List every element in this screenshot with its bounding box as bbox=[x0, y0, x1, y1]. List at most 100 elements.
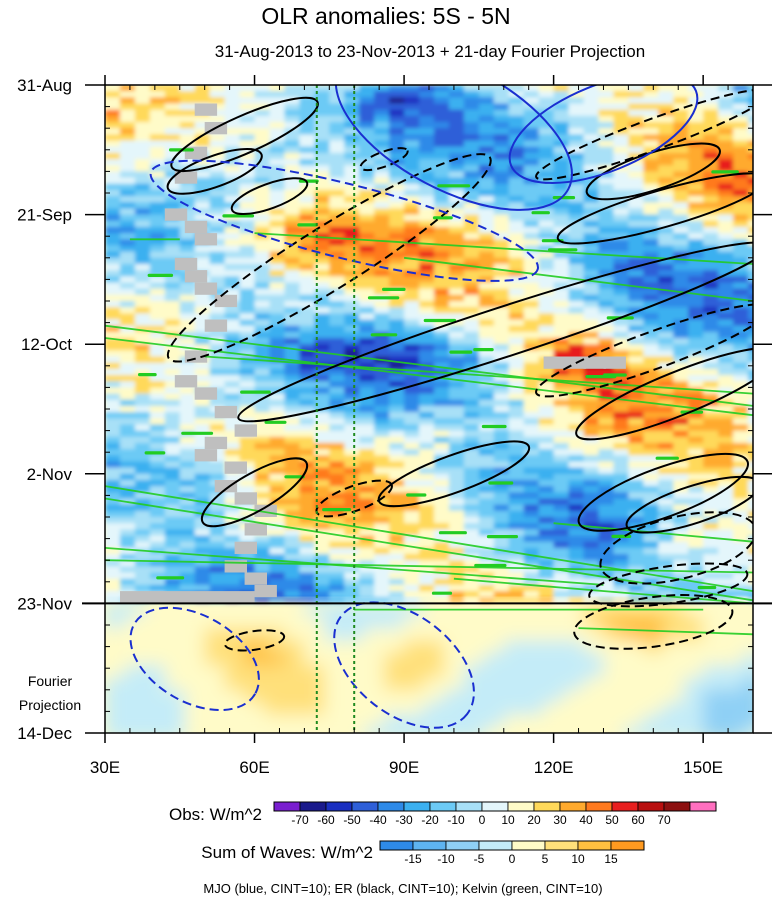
obs-cell bbox=[404, 418, 420, 426]
obs-cell bbox=[134, 288, 151, 296]
obs-cell bbox=[389, 122, 405, 129]
proj-cell bbox=[503, 628, 525, 642]
obs-cell bbox=[209, 189, 226, 197]
proj-cell bbox=[424, 714, 445, 728]
obs-cell bbox=[105, 165, 121, 172]
obs-cell bbox=[329, 103, 345, 111]
obs-cell bbox=[179, 313, 196, 321]
obs-cell bbox=[209, 257, 226, 265]
obs-cell bbox=[105, 313, 121, 321]
obs-cell bbox=[374, 276, 390, 284]
obs-cell bbox=[718, 233, 734, 240]
obs-cell bbox=[703, 276, 719, 284]
obs-cell bbox=[568, 165, 585, 172]
obs-cell bbox=[478, 479, 495, 487]
obs-cell bbox=[299, 140, 315, 148]
missing-box bbox=[184, 220, 208, 234]
obs-cell bbox=[748, 91, 753, 98]
obs-cell bbox=[748, 455, 753, 463]
obs-cell bbox=[359, 381, 375, 388]
obs-cell bbox=[374, 461, 390, 469]
obs-cell bbox=[463, 152, 480, 160]
obs-cell bbox=[389, 356, 405, 364]
obs-cell bbox=[149, 541, 166, 549]
obs-cell bbox=[329, 152, 345, 160]
obs-cell bbox=[105, 381, 121, 388]
obs-cell bbox=[119, 165, 136, 172]
obs-cell bbox=[404, 584, 420, 592]
obs-cell bbox=[583, 226, 600, 234]
obs-cell bbox=[613, 226, 629, 234]
obs-cell bbox=[119, 202, 136, 210]
obs-cell bbox=[493, 208, 510, 216]
obs-cell bbox=[164, 239, 181, 247]
obs-cell bbox=[164, 282, 181, 290]
obs-cell bbox=[299, 313, 315, 321]
obs-cell bbox=[478, 159, 495, 166]
obs-cell bbox=[493, 572, 510, 580]
proj-cell bbox=[703, 677, 724, 691]
obs-cell bbox=[703, 85, 719, 92]
obs-cell bbox=[105, 134, 121, 142]
obs-cell bbox=[254, 405, 271, 413]
obs-cell bbox=[748, 566, 753, 574]
observed-olr-field bbox=[105, 85, 753, 604]
obs-cell bbox=[359, 183, 375, 191]
obs-cell bbox=[179, 578, 196, 586]
obs-cell bbox=[643, 449, 659, 456]
y-tick-label: 14-Dec bbox=[17, 724, 72, 743]
obs-cell bbox=[329, 572, 345, 580]
obs-cell bbox=[389, 183, 405, 191]
obs-cell bbox=[628, 189, 644, 197]
missing-box bbox=[583, 356, 606, 369]
obs-cell bbox=[314, 91, 330, 98]
missing-box bbox=[244, 572, 267, 585]
obs-cell bbox=[733, 424, 749, 432]
obs-cell bbox=[164, 418, 181, 426]
obs-cell bbox=[658, 202, 674, 210]
obs-cell bbox=[673, 399, 689, 407]
obs-cell bbox=[613, 455, 629, 463]
obs-cell bbox=[448, 282, 465, 290]
obs-cell bbox=[389, 412, 405, 419]
obs-cell bbox=[538, 91, 555, 98]
obs-cell bbox=[463, 140, 480, 148]
proj-cell bbox=[384, 628, 405, 642]
colorbar-tick-label: 30 bbox=[553, 813, 567, 827]
obs-cell bbox=[209, 214, 226, 222]
proj-cell bbox=[324, 677, 345, 691]
obs-cell bbox=[748, 226, 753, 234]
proj-cell bbox=[543, 615, 565, 629]
obs-cell bbox=[269, 294, 286, 302]
obs-cell bbox=[254, 91, 271, 98]
obs-cell bbox=[284, 301, 300, 308]
obs-cell bbox=[374, 412, 390, 419]
obs-cell bbox=[389, 547, 405, 555]
proj-cell bbox=[384, 689, 405, 703]
obs-cell bbox=[179, 412, 196, 419]
obs-cell bbox=[673, 566, 689, 574]
obs-cell bbox=[119, 554, 136, 561]
obs-cell bbox=[105, 436, 121, 444]
obs-cell bbox=[733, 449, 749, 456]
obs-cell bbox=[613, 591, 629, 598]
obs-cell bbox=[463, 461, 480, 469]
obs-cell bbox=[374, 387, 390, 395]
obs-cell bbox=[389, 220, 405, 228]
obs-cell bbox=[149, 510, 166, 518]
obs-cell bbox=[523, 473, 540, 481]
obs-cell bbox=[269, 183, 286, 191]
obs-cell bbox=[583, 103, 600, 111]
obs-cell bbox=[269, 566, 286, 574]
obs-cell bbox=[433, 325, 450, 333]
obs-cell bbox=[299, 196, 315, 203]
obs-cell bbox=[523, 560, 540, 567]
obs-cell bbox=[194, 97, 211, 105]
obs-cell bbox=[523, 307, 540, 314]
obs-cell bbox=[284, 97, 300, 105]
obs-cell bbox=[598, 597, 615, 604]
obs-cell bbox=[359, 171, 375, 179]
obs-cell bbox=[374, 115, 390, 123]
proj-cell bbox=[503, 702, 525, 716]
obs-cell bbox=[703, 473, 719, 481]
